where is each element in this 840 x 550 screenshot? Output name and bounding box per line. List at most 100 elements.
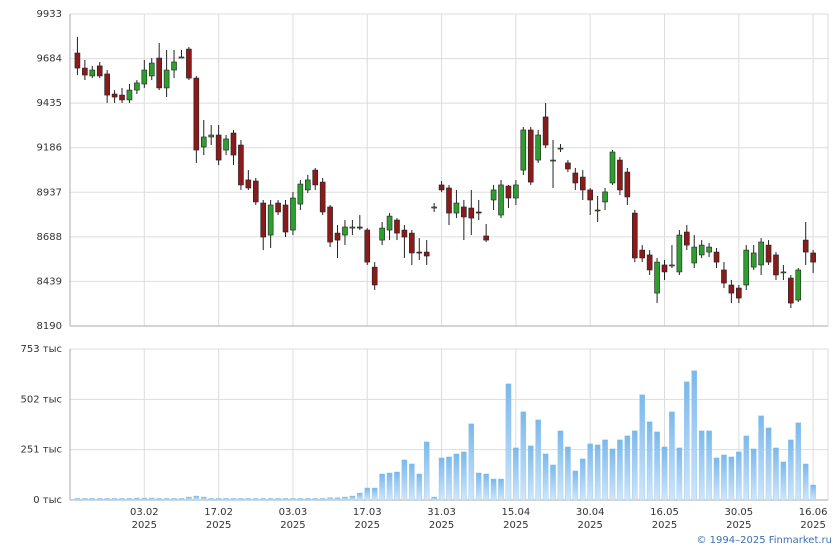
volume-bar	[267, 498, 274, 501]
candle-body	[750, 252, 757, 268]
x-tick-label: 17.02 2025	[204, 507, 233, 531]
volume-bar	[253, 498, 259, 501]
candle-body	[119, 94, 125, 101]
candle-body	[594, 209, 601, 212]
volume-bar	[423, 441, 430, 501]
volume-bar	[580, 458, 586, 501]
candle-body	[684, 231, 690, 246]
volume-bar	[594, 444, 601, 501]
candle-body	[290, 197, 296, 231]
y-tick-label: 8937	[37, 187, 62, 198]
volume-bar	[215, 498, 222, 501]
candle-body	[490, 189, 497, 201]
volume-bar	[245, 498, 252, 501]
volume-bar	[587, 443, 593, 501]
candle-body	[275, 202, 281, 213]
candle-body	[706, 246, 712, 253]
candle-body	[646, 254, 653, 271]
volume-bar	[617, 439, 623, 501]
candle-body	[639, 249, 646, 259]
volume-bar	[736, 451, 742, 501]
volume-bar	[156, 498, 162, 501]
volume-bar	[186, 496, 192, 501]
volume-bar	[431, 496, 437, 501]
volume-bar	[654, 431, 660, 501]
candle-body	[527, 129, 534, 183]
candle-body	[89, 69, 96, 77]
candle-body	[468, 207, 475, 219]
volume-bar	[721, 454, 727, 501]
volume-bar	[572, 470, 579, 501]
candle-body	[669, 264, 675, 267]
candle-body	[401, 229, 408, 238]
volume-bar	[305, 498, 311, 501]
volume-bar	[505, 383, 512, 501]
volume-bar	[119, 498, 125, 501]
volume-bar	[713, 457, 720, 501]
volume-bar	[319, 498, 326, 501]
candle-body	[104, 73, 110, 96]
volume-bar	[639, 394, 645, 501]
candle-body	[520, 129, 527, 171]
candle-body	[728, 284, 735, 294]
candle-body	[141, 69, 148, 85]
x-tick-label: 03.02 2025	[129, 507, 159, 531]
candle-body	[579, 176, 586, 191]
y-tick-label: 251 тыс	[21, 445, 62, 456]
volume-bar	[297, 498, 304, 501]
volume-bar	[624, 435, 631, 501]
volume-bar	[379, 473, 385, 501]
candle-body	[602, 191, 608, 203]
candle-body	[483, 235, 489, 241]
x-tick-label: 30.05 2025	[724, 507, 754, 531]
y-tick-label: 9435	[37, 98, 62, 109]
candle-body	[624, 171, 631, 198]
x-tick-label: 16.06 2025	[798, 507, 828, 531]
candle-body	[208, 134, 214, 138]
candle-body	[171, 61, 177, 71]
candle-body	[698, 244, 705, 256]
volume-bar	[490, 478, 497, 501]
y-tick-label: 0 тыс	[33, 495, 62, 506]
candle-body	[297, 183, 304, 205]
volume-bar	[483, 473, 489, 501]
volume-bar	[282, 498, 289, 501]
copyright: © 1994–2025 Finmarket.ru	[696, 535, 832, 546]
y-tick-label: 8688	[37, 232, 62, 243]
volume-bar	[82, 498, 88, 501]
candle-body	[765, 244, 772, 263]
volume-bar	[706, 430, 712, 501]
volume-bar	[513, 447, 519, 501]
volume-bar	[238, 498, 244, 501]
volume-bar	[527, 445, 534, 501]
candle-body	[780, 271, 787, 274]
candle-body	[810, 252, 816, 263]
candle-body	[312, 169, 319, 186]
candle-body	[736, 287, 742, 299]
candle-body	[282, 204, 289, 233]
volume-bar	[669, 411, 675, 501]
volume-bar	[386, 472, 393, 501]
candle-body	[691, 246, 698, 264]
volume-bar	[743, 435, 750, 501]
volume-bar	[453, 453, 460, 501]
volume-bar	[201, 496, 207, 501]
volume-bar	[632, 430, 638, 501]
volume-bar	[535, 419, 541, 501]
candle-body	[661, 264, 668, 273]
candle-body	[631, 212, 638, 259]
candle-body	[148, 62, 155, 77]
candle-body	[245, 179, 252, 189]
candle-body	[134, 82, 140, 91]
candle-body	[260, 202, 267, 238]
volume-bar	[111, 498, 118, 501]
volume-bar	[290, 498, 296, 501]
candle-body	[305, 179, 311, 191]
volume-bar	[312, 498, 318, 501]
y-tick-label: 502 тыс	[21, 394, 62, 405]
candle-body	[498, 184, 504, 216]
volume-bar	[409, 463, 415, 501]
candle-body	[163, 69, 170, 89]
candle-body	[431, 206, 437, 209]
volume-bar	[788, 439, 794, 501]
